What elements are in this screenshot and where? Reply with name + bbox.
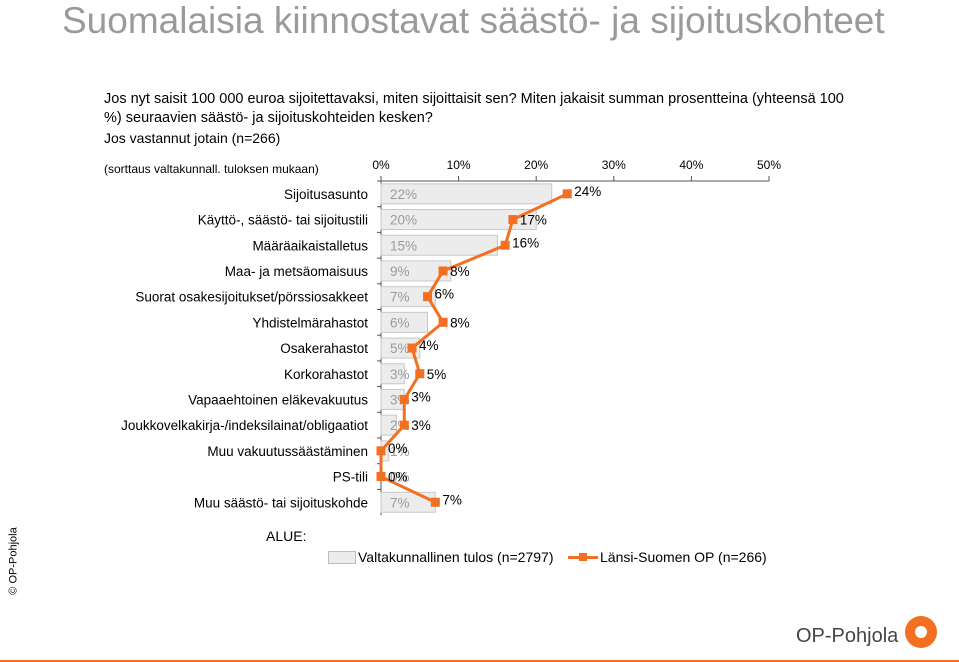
copyright-notice: © OP-Pohjola <box>7 527 20 595</box>
legend-regional-swatch-marker <box>579 553 587 561</box>
national-bar <box>380 209 537 231</box>
category-label: Joukkovelkakirja-/indeksilainat/obligaat… <box>121 418 368 433</box>
legend-national-label: Valtakunnallinen tulos (n=2797) <box>358 549 554 565</box>
category-label: Korkorahastot <box>284 367 368 382</box>
category-label: Maa- ja metsäomaisuus <box>225 264 369 279</box>
legend-regional-label: Länsi-Suomen OP (n=266) <box>600 549 767 565</box>
sample-note: Jos vastannut jotain (n=266) <box>104 130 281 146</box>
national-bar <box>380 414 398 436</box>
national-value-label: 7% <box>390 495 410 510</box>
category-label: Sijoitusasunto <box>284 187 368 202</box>
regional-marker <box>376 446 386 456</box>
regional-value-label: 5% <box>427 367 447 382</box>
regional-marker <box>399 420 409 430</box>
legend-national-swatch <box>328 551 356 564</box>
national-value-label: 1% <box>390 444 410 459</box>
footer-divider <box>0 660 959 662</box>
national-bar <box>380 234 498 256</box>
regional-value-label: 24% <box>574 184 601 199</box>
regional-marker <box>438 266 448 276</box>
regional-value-label: 8% <box>450 315 470 330</box>
national-bar <box>380 286 436 308</box>
regional-marker <box>376 472 386 482</box>
regional-value-label: 0% <box>388 470 408 485</box>
x-tick-label: 40% <box>679 158 703 172</box>
national-bar <box>380 260 452 282</box>
category-label: Yhdistelmärahastot <box>252 315 368 330</box>
x-tick-label: 10% <box>447 158 471 172</box>
x-tick-label: 50% <box>757 158 781 172</box>
category-label: PS-tili <box>333 470 368 485</box>
category-label: Suorat osakesijoitukset/pörssiosakkeet <box>135 290 368 305</box>
x-tick-label: 20% <box>524 158 548 172</box>
category-label: Vapaaehtoinen eläkevakuutus <box>188 392 368 407</box>
x-tick-label: 30% <box>602 158 626 172</box>
national-bar <box>380 363 405 385</box>
regional-value-label: 6% <box>435 287 455 302</box>
regional-value-label: 8% <box>450 264 470 279</box>
brand-logo-icon <box>905 616 937 648</box>
question-text: Jos nyt saisit 100 000 euroa sijoitettav… <box>104 91 844 126</box>
sort-note: (sorttaus valtakunnall. tuloksen mukaan) <box>104 162 319 176</box>
regional-marker <box>438 317 448 327</box>
page-title: Suomalaisia kiinnostavat säästö- ja sijo… <box>62 0 885 41</box>
regional-marker <box>430 497 440 507</box>
national-value-label: 22% <box>390 187 417 202</box>
national-value-label: 5% <box>390 341 410 356</box>
national-value-label: 3% <box>390 367 410 382</box>
national-value-label: 7% <box>390 290 410 305</box>
regional-marker <box>562 189 572 199</box>
category-label: Muu säästö- tai sijoituskohde <box>194 495 368 510</box>
regional-value-label: 4% <box>419 338 439 353</box>
regional-marker <box>423 292 433 302</box>
national-bar <box>380 311 429 333</box>
national-value-label: 15% <box>390 238 417 253</box>
regional-marker <box>407 343 417 353</box>
regional-value-label: 17% <box>520 213 547 228</box>
national-bar <box>380 183 553 205</box>
regional-marker <box>399 394 409 404</box>
category-label: Osakerahastot <box>280 341 368 356</box>
category-label: Käyttö-, säästö- tai sijoitustili <box>198 213 368 228</box>
regional-value-label: 0% <box>388 441 408 456</box>
national-value-label: 9% <box>390 264 410 279</box>
national-value-label: 0% <box>390 470 410 485</box>
national-bar <box>380 337 421 359</box>
regional-value-label: 3% <box>411 418 431 433</box>
area-label: ALUE: <box>266 528 307 544</box>
category-label: Muu vakuutussäästäminen <box>207 444 368 459</box>
national-value-label: 6% <box>390 315 410 330</box>
regional-value-label: 16% <box>512 235 539 250</box>
regional-value-label: 3% <box>411 389 431 404</box>
national-value-label: 20% <box>390 213 417 228</box>
category-label: Määräaikaistalletus <box>252 238 368 253</box>
regional-marker <box>508 215 518 225</box>
regional-marker <box>415 369 425 379</box>
regional-value-label: 7% <box>442 492 462 507</box>
brand-name: OP-Pohjola <box>796 625 899 647</box>
regional-marker <box>500 240 510 250</box>
x-tick-label: 0% <box>372 158 390 172</box>
